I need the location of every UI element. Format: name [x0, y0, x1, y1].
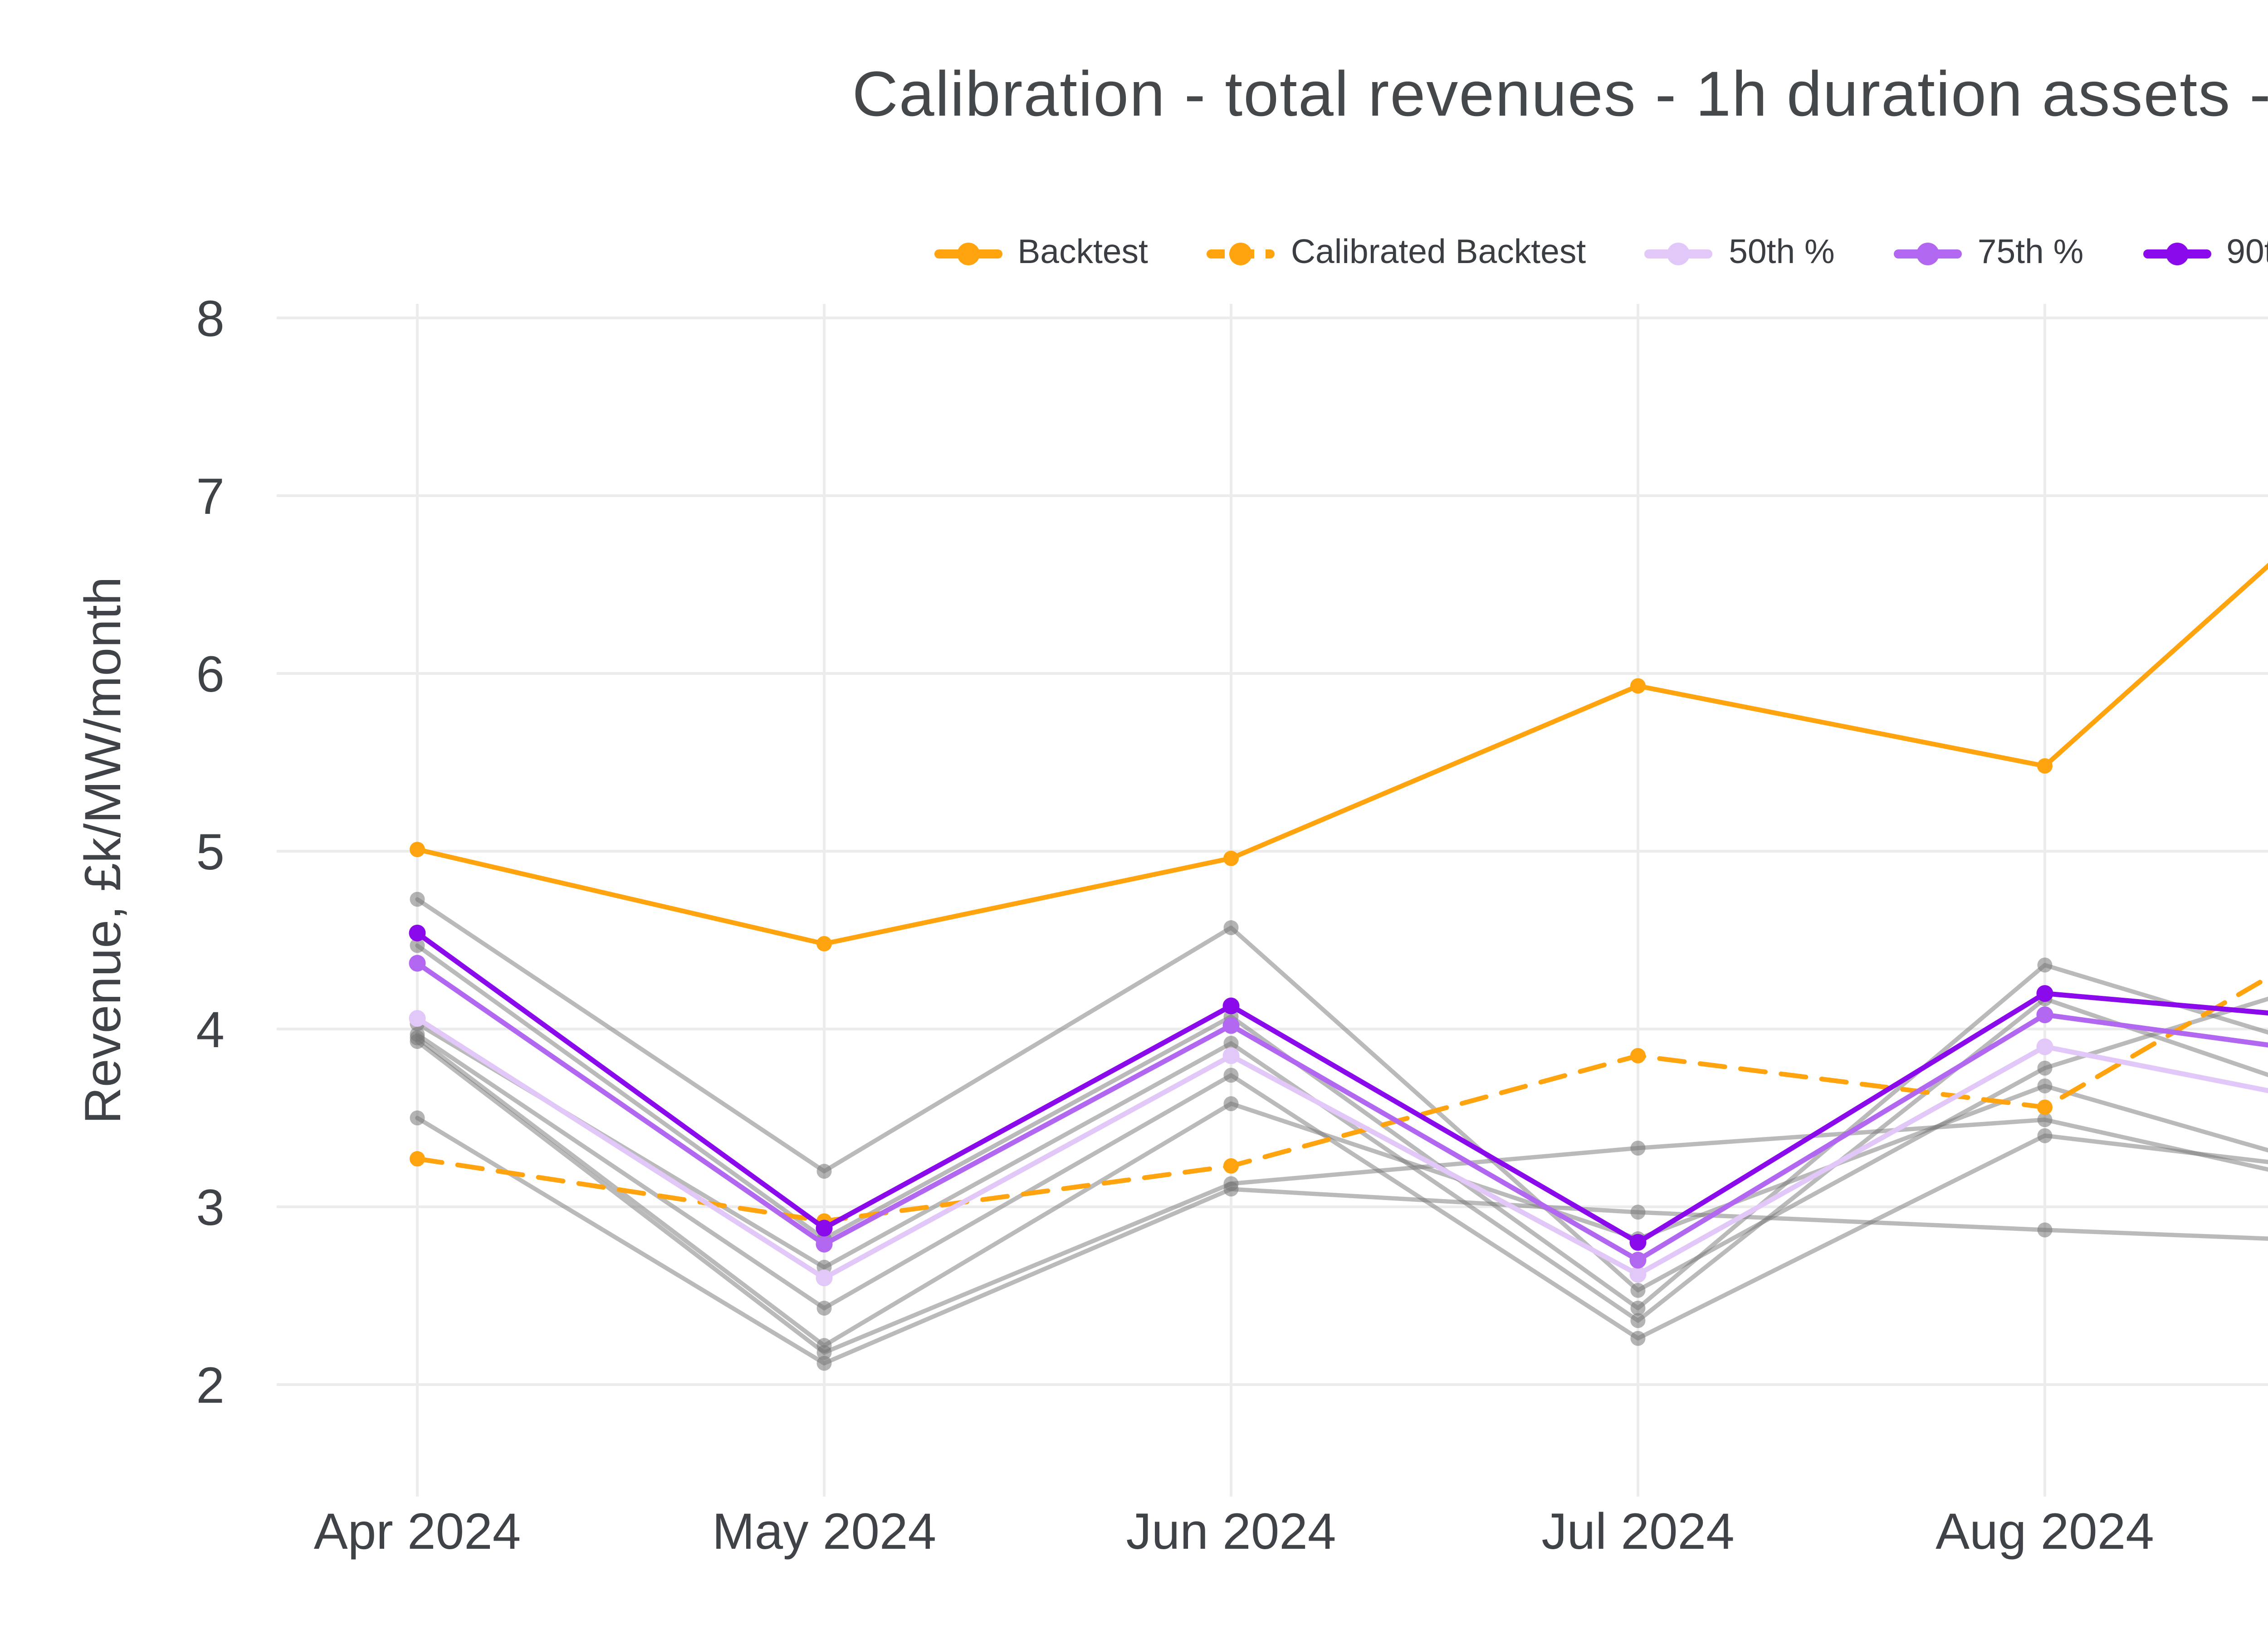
series-sim-7-point-0 — [410, 1110, 425, 1126]
series-backtest-point-4 — [2037, 758, 2053, 774]
series-90th--point-2 — [1222, 997, 1240, 1015]
series-backtest-point-1 — [816, 936, 832, 951]
series-sim-4-point-3 — [1630, 1331, 1646, 1346]
series-sim-1-line — [415, 897, 2268, 1293]
series-sim-5-point-2 — [1223, 1096, 1239, 1112]
y-tick-label-5: 5 — [196, 823, 225, 880]
series-sim-1-point-1 — [816, 1164, 832, 1179]
series-50th--point-4 — [2036, 1038, 2053, 1055]
y-tick-label-6: 6 — [196, 645, 225, 702]
series-sim-7-point-3 — [1630, 1205, 1646, 1220]
y-tick-label-2: 2 — [196, 1356, 225, 1414]
x-tick-label-1: May 2024 — [712, 1503, 936, 1560]
legend-item-calibrated-backtest[interactable]: Calibrated Backtest — [1207, 234, 1586, 272]
p50-line-icon — [1645, 235, 1713, 271]
chart-title: Calibration - total revenues - 1h durati… — [852, 59, 2268, 129]
series-sim-7-point-2 — [1223, 1181, 1239, 1197]
series-sim-2-point-3 — [1630, 1300, 1646, 1316]
backtest-line-icon — [934, 235, 1002, 271]
series-75th--point-1 — [816, 1235, 833, 1253]
series-75th--point-0 — [409, 955, 426, 972]
series-sim-4-point-2 — [1223, 1068, 1239, 1083]
series-90th--point-4 — [2036, 985, 2053, 1002]
series-calibrated-backtest-point-0 — [410, 1151, 425, 1167]
series-90th--point-3 — [1629, 1234, 1647, 1251]
series-calibrated-backtest-point-2 — [1223, 1158, 1239, 1174]
series-sim-2-point-0 — [410, 938, 425, 953]
x-tick-label-2: Jun 2024 — [1126, 1503, 1336, 1560]
y-axis-title: Revenue, £k/MW/month — [75, 576, 132, 1124]
y-tick-label-4: 4 — [196, 1001, 225, 1058]
series-backtest-point-2 — [1223, 850, 1239, 866]
series-sim-1-point-0 — [410, 892, 425, 907]
series-50th--point-2 — [1222, 1047, 1240, 1064]
series-sim-1-point-4 — [2037, 1060, 2053, 1076]
y-tick-label-3: 3 — [196, 1179, 225, 1236]
series-sim-4-point-1 — [816, 1300, 832, 1316]
series-sim-1-point-3 — [1630, 1283, 1646, 1298]
series-sim-6-point-3 — [1630, 1141, 1646, 1156]
p90-line-icon — [2142, 235, 2211, 271]
series-75th--point-4 — [2036, 1006, 2053, 1024]
series-sim-6-point-4 — [2037, 1112, 2053, 1127]
series-sim-6-point-0 — [410, 1034, 425, 1049]
legend-item-90th-percentile[interactable]: 90th % — [2142, 234, 2268, 272]
legend-label: 50th % — [1729, 234, 1835, 272]
series-calibrated-backtest-point-4 — [2037, 1099, 2053, 1115]
series-sim-7-point-1 — [816, 1356, 832, 1371]
dashed-line-icon — [1207, 235, 1275, 271]
legend-label: 75th % — [1977, 234, 2084, 272]
series-50th--point-0 — [409, 1010, 426, 1027]
series-50th--point-3 — [1629, 1266, 1647, 1283]
series-sim-5-point-4 — [2037, 1078, 2053, 1093]
series-sim-2-point-4 — [2037, 957, 2053, 973]
series-50th--point-1 — [816, 1269, 833, 1287]
legend-item-backtest[interactable]: Backtest — [934, 234, 1148, 272]
series-sim-4-line — [415, 1032, 2268, 1341]
p75-line-icon — [1893, 235, 1962, 271]
y-tick-label-8: 8 — [196, 290, 225, 347]
legend-label: 90th % — [2226, 234, 2268, 272]
series-sim-2-line — [415, 943, 2268, 1311]
legend-item-75th-percentile[interactable]: 75th % — [1893, 234, 2084, 272]
legend-item-50th-percentile[interactable]: 50th % — [1645, 234, 1835, 272]
series-75th--point-3 — [1629, 1252, 1647, 1269]
legend: Backtest Calibrated Backtest 50th % 75th… — [0, 234, 2268, 272]
series-calibrated-backtest-point-3 — [1630, 1048, 1646, 1063]
series-sim-1-point-2 — [1223, 920, 1239, 936]
x-tick-label-3: Jul 2024 — [1541, 1503, 1734, 1560]
legend-label: Calibrated Backtest — [1290, 234, 1586, 272]
x-tick-label-0: Apr 2024 — [314, 1503, 521, 1560]
series-sim-6-point-1 — [816, 1345, 832, 1360]
series-sim-4-point-4 — [2037, 1128, 2053, 1143]
series-backtest-point-0 — [410, 842, 425, 858]
series-backtest-point-3 — [1630, 678, 1646, 694]
series-90th--point-1 — [816, 1220, 833, 1237]
series-90th--point-0 — [409, 924, 426, 942]
x-tick-label-4: Aug 2024 — [1936, 1503, 2154, 1560]
series-sim-3-point-3 — [1630, 1313, 1646, 1328]
series-sim-7-point-4 — [2037, 1222, 2053, 1238]
legend-label: Backtest — [1017, 234, 1148, 272]
series-75th--point-2 — [1222, 1017, 1240, 1034]
y-tick-label-7: 7 — [196, 468, 225, 525]
series-sim-3-point-2 — [1223, 1035, 1239, 1051]
series-90th--line — [415, 931, 2268, 1245]
